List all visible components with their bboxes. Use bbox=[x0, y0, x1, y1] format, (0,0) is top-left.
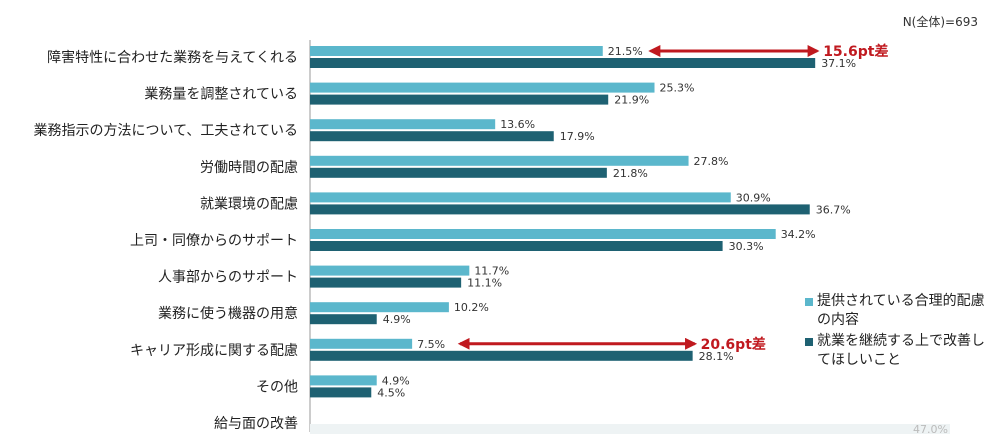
category-label: その他 bbox=[256, 379, 298, 395]
bar-series2 bbox=[310, 314, 377, 325]
legend-swatch-series2 bbox=[805, 338, 813, 346]
sample-size-note: N(全体)=693 bbox=[902, 15, 978, 29]
bar-series1 bbox=[310, 229, 776, 239]
data-label: 27.8% bbox=[694, 155, 729, 168]
data-label: 7.5% bbox=[417, 338, 445, 351]
data-label: 10.2% bbox=[454, 301, 489, 314]
bar-series2 bbox=[310, 424, 950, 434]
category-label: 給与面の改善 bbox=[214, 416, 298, 432]
legend-swatch-series1 bbox=[805, 298, 813, 306]
data-label: 4.5% bbox=[377, 386, 405, 399]
bar-series2 bbox=[310, 277, 462, 288]
bar-series1 bbox=[310, 155, 689, 166]
bar-series2 bbox=[310, 350, 693, 361]
data-label: 17.9% bbox=[560, 130, 595, 143]
bar-series1 bbox=[310, 46, 603, 56]
data-label: 47.0% bbox=[913, 423, 948, 435]
difference-label: 15.6pt差 bbox=[823, 43, 888, 60]
data-label: 21.8% bbox=[613, 167, 648, 180]
data-label: 36.7% bbox=[816, 203, 851, 216]
data-label: 37.1% bbox=[821, 57, 856, 70]
data-label: 21.5% bbox=[608, 45, 643, 58]
bar-series2 bbox=[310, 204, 810, 215]
legend: 提供されている合理的配慮の内容 就業を継続する上で改善してほしいこと bbox=[805, 292, 995, 372]
bar-series2 bbox=[310, 167, 607, 178]
bar-series2 bbox=[310, 94, 609, 105]
bar-series1 bbox=[310, 338, 413, 349]
data-label: 30.3% bbox=[729, 240, 764, 253]
data-label: 28.1% bbox=[699, 350, 734, 363]
data-label: 34.2% bbox=[781, 228, 816, 241]
category-label: 人事部からのサポート bbox=[158, 270, 298, 286]
data-label: 4.9% bbox=[383, 313, 411, 326]
category-label: キャリア形成に関する配慮 bbox=[130, 343, 298, 359]
category-label: 就業環境の配慮 bbox=[200, 196, 298, 212]
bar-series1 bbox=[310, 375, 377, 386]
category-label: 業務量を調整されている bbox=[144, 87, 298, 103]
category-label: 労働時間の配慮 bbox=[200, 160, 298, 176]
category-label: 業務指示の方法について、工夫されている bbox=[34, 123, 298, 139]
legend-item-series2: 就業を継続する上で改善してほしいこと bbox=[805, 332, 995, 370]
data-label: 4.9% bbox=[382, 374, 410, 387]
category-label: 業務に使う機器の用意 bbox=[158, 305, 298, 322]
bar-series2 bbox=[310, 387, 372, 398]
bar-series1 bbox=[310, 82, 655, 93]
data-label: 13.6% bbox=[500, 118, 535, 131]
bar-series1 bbox=[310, 192, 731, 203]
bar-series1 bbox=[310, 265, 470, 276]
bar-series2 bbox=[310, 131, 554, 142]
difference-label: 20.6pt差 bbox=[701, 336, 766, 353]
data-label: 11.1% bbox=[467, 277, 502, 290]
data-label: 11.7% bbox=[474, 265, 509, 278]
bar-series2 bbox=[310, 241, 723, 251]
legend-label-series2: 就業を継続する上で改善してほしいこと bbox=[817, 333, 985, 368]
category-label: 障害特性に合わせた業務を与えてくれる bbox=[47, 50, 298, 66]
data-label: 25.3% bbox=[660, 82, 695, 95]
bar-series1 bbox=[310, 302, 449, 313]
data-label: 21.9% bbox=[614, 94, 649, 107]
data-label: 30.9% bbox=[736, 191, 771, 204]
bar-series1 bbox=[310, 119, 496, 130]
category-label: 上司・同僚からのサポート bbox=[130, 233, 298, 249]
legend-label-series1: 提供されている合理的配慮の内容 bbox=[817, 293, 985, 328]
legend-item-series1: 提供されている合理的配慮の内容 bbox=[805, 292, 995, 330]
bar-series2 bbox=[310, 58, 816, 68]
